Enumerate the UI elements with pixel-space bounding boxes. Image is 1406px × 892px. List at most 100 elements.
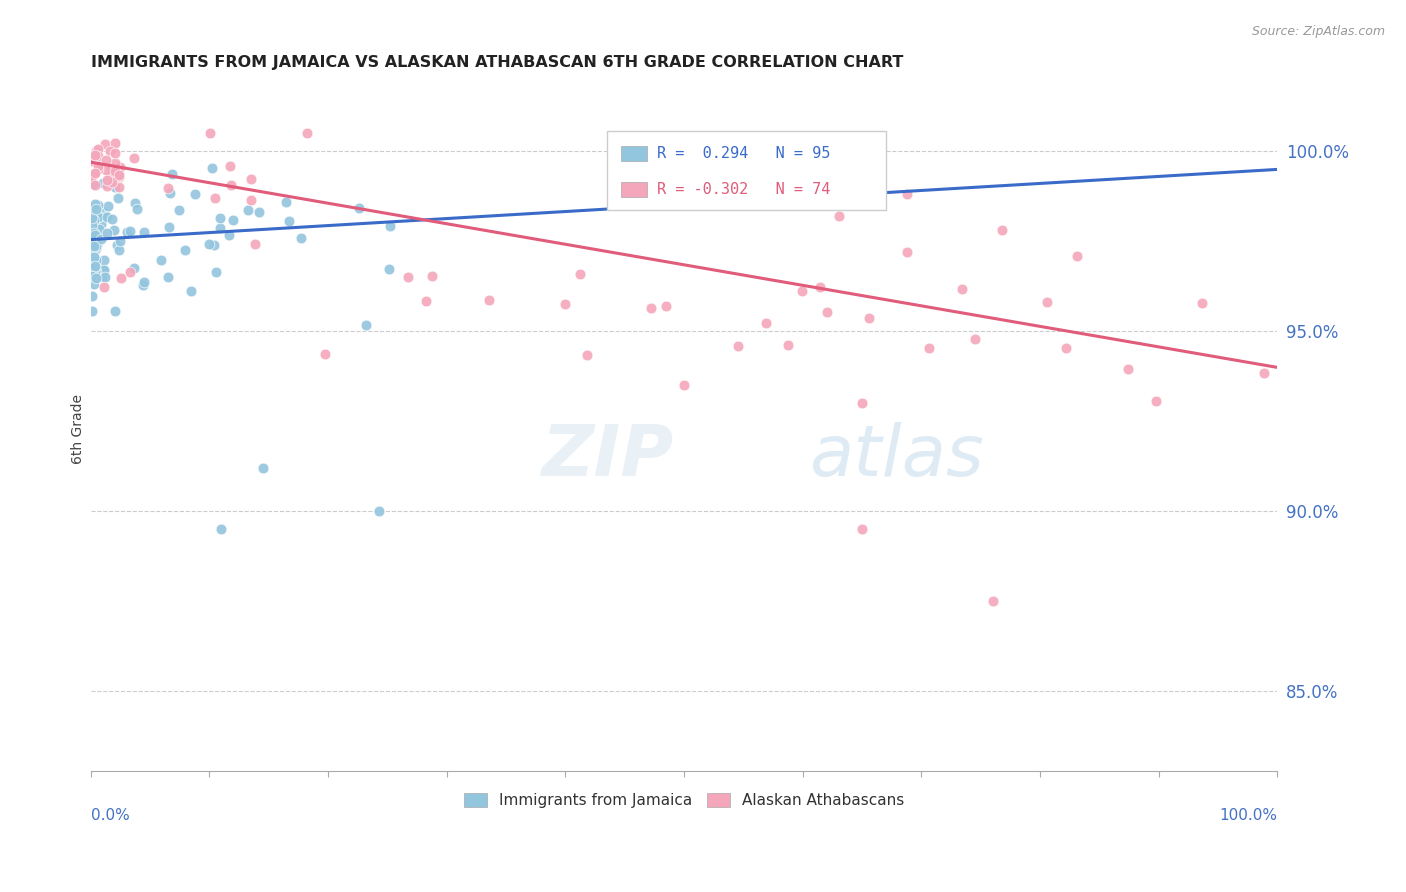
Point <box>219 160 242 174</box>
Point <box>198 237 221 252</box>
Point <box>84 228 107 243</box>
Point <box>80 288 103 302</box>
Point <box>108 179 131 194</box>
Point <box>851 523 873 537</box>
Point <box>167 202 190 217</box>
Point <box>96 173 118 187</box>
Point <box>247 205 270 219</box>
Point <box>84 241 107 255</box>
Point <box>755 316 778 330</box>
Point <box>276 195 298 210</box>
Point <box>80 172 103 186</box>
Point <box>134 275 156 289</box>
Point <box>239 193 262 207</box>
Point <box>87 159 110 173</box>
Point <box>83 226 105 240</box>
Point <box>918 341 941 355</box>
Point <box>84 264 107 278</box>
Point <box>83 245 105 260</box>
Point <box>209 523 232 537</box>
Point <box>80 236 103 251</box>
Point <box>183 186 205 201</box>
Point <box>96 210 118 224</box>
Point <box>87 198 110 212</box>
Text: 0.0%: 0.0% <box>91 808 129 823</box>
Point <box>252 461 274 475</box>
Point <box>1116 362 1139 376</box>
Point <box>96 162 118 177</box>
Point <box>84 197 107 211</box>
Point <box>84 202 107 216</box>
Y-axis label: 6th Grade: 6th Grade <box>72 393 86 464</box>
Point <box>93 252 115 267</box>
Point <box>86 252 108 267</box>
Point <box>82 258 104 272</box>
Point <box>122 151 145 165</box>
Point <box>896 245 918 260</box>
Point <box>127 202 149 216</box>
Point <box>80 218 103 232</box>
Point <box>377 261 399 276</box>
Point <box>107 169 129 184</box>
Text: R = -0.302   N = 74: R = -0.302 N = 74 <box>657 182 830 197</box>
Point <box>101 212 124 227</box>
Point <box>828 209 851 223</box>
Point <box>83 251 105 265</box>
Point <box>851 396 873 410</box>
Point <box>858 310 880 325</box>
Point <box>640 301 662 315</box>
Point <box>97 199 120 213</box>
Text: Source: ZipAtlas.com: Source: ZipAtlas.com <box>1251 25 1385 38</box>
Point <box>295 127 318 141</box>
Point <box>107 244 129 258</box>
Point <box>110 270 132 285</box>
Point <box>132 225 155 239</box>
Point <box>108 235 131 249</box>
Point <box>91 176 114 190</box>
Point <box>86 264 108 278</box>
Point <box>278 214 301 228</box>
Point <box>240 172 263 186</box>
Bar <box>621 146 647 161</box>
Point <box>104 180 127 194</box>
Point <box>204 265 226 279</box>
Point <box>149 252 172 267</box>
FancyBboxPatch shape <box>607 131 886 210</box>
Point <box>83 148 105 162</box>
Point <box>98 169 121 183</box>
Point <box>86 149 108 163</box>
Point <box>157 181 180 195</box>
Point <box>219 178 242 193</box>
Point <box>94 210 117 224</box>
Point <box>83 277 105 291</box>
Point <box>368 504 391 518</box>
Point <box>396 269 419 284</box>
Point <box>122 260 145 275</box>
Point <box>104 156 127 170</box>
Point <box>420 268 443 283</box>
Point <box>157 219 180 234</box>
Point <box>1144 394 1167 409</box>
Point <box>94 270 117 285</box>
Point <box>950 282 973 296</box>
Point <box>354 318 377 332</box>
Point <box>96 178 118 193</box>
Point <box>162 167 184 181</box>
Point <box>202 237 225 252</box>
Point <box>118 224 141 238</box>
Point <box>96 226 118 240</box>
Point <box>124 195 146 210</box>
Point <box>91 262 114 277</box>
Point <box>290 231 312 245</box>
Point <box>1253 367 1275 381</box>
Point <box>90 232 112 246</box>
Point <box>93 263 115 277</box>
Point <box>83 166 105 180</box>
Text: atlas: atlas <box>808 422 983 491</box>
Point <box>107 238 129 252</box>
Point <box>104 304 127 318</box>
Point <box>83 260 105 275</box>
Point <box>174 243 197 257</box>
Point <box>727 339 749 353</box>
Text: R =  0.294   N = 95: R = 0.294 N = 95 <box>657 146 830 161</box>
